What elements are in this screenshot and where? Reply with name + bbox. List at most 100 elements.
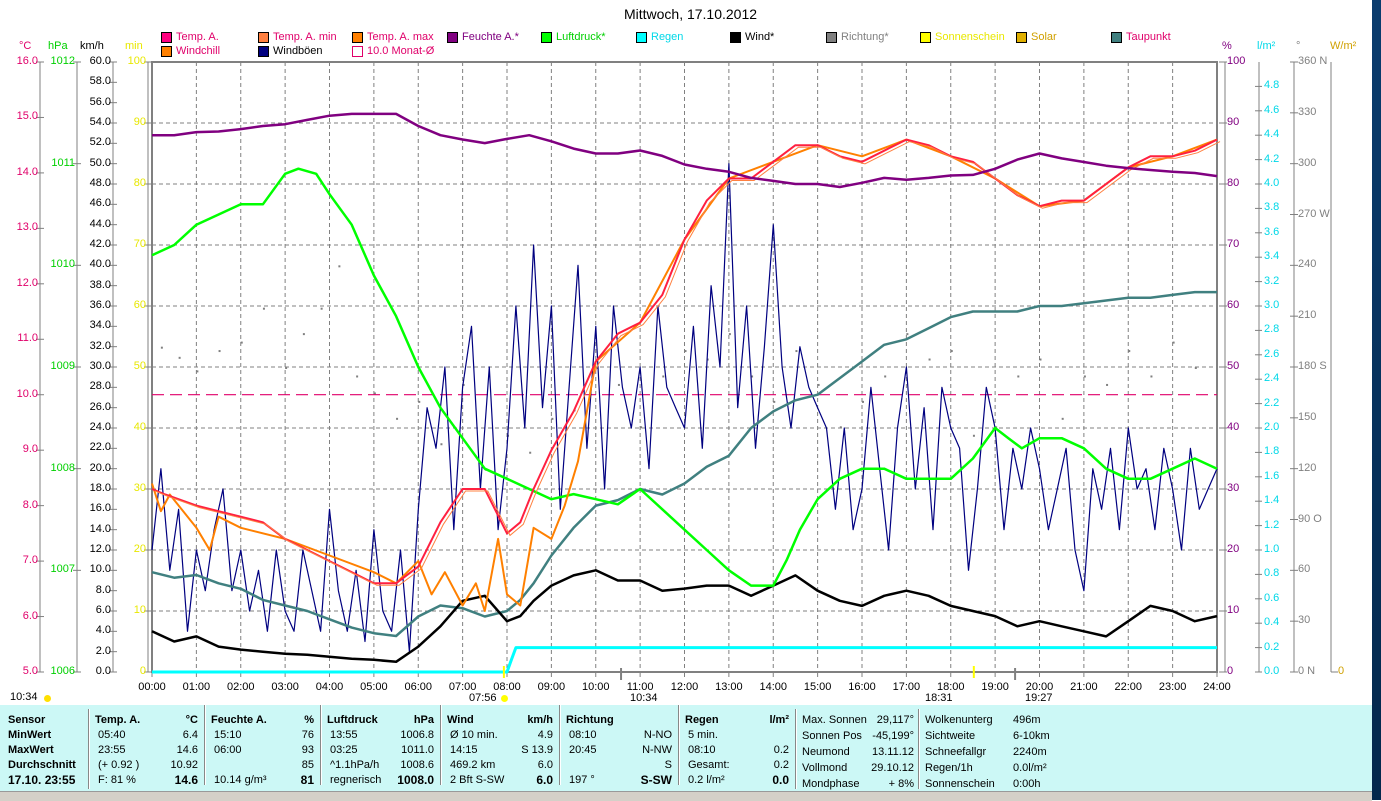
wind-tick: 6.0 — [95, 604, 111, 616]
wind-tick: 10.0 — [89, 563, 111, 576]
pressure-column: Luftdruck hPa 13:55 1006.8 03:25 1011.0 ^1.1hP… — [321, 709, 440, 791]
cell-value: 1008.0 — [397, 773, 434, 787]
info-label: Sichtweite — [925, 730, 976, 742]
wind-tick: 52.0 — [89, 136, 111, 149]
pct-tick: 0 — [1227, 665, 1234, 677]
temp-tick: 15.0 — [16, 110, 38, 123]
direction-point — [662, 375, 665, 378]
deg-tick: 90 O — [1298, 512, 1322, 525]
wind-tick: 54.0 — [89, 116, 111, 128]
x-tick-label: 24:00 — [1203, 681, 1231, 693]
cell-value: 6.0 — [537, 759, 553, 771]
rain-tick: 3.6 — [1264, 225, 1280, 238]
row-label: Sensor — [8, 714, 46, 726]
legend-label: Wind* — [745, 31, 775, 43]
direction-point — [285, 367, 288, 369]
legend-swatch — [447, 31, 458, 43]
row-labels-column: Sensor MinWert MaxWert Durchschnitt 17.1… — [0, 709, 88, 791]
info-value: 6-10km — [1013, 730, 1050, 742]
min-tick: 80 — [133, 177, 146, 189]
humidity-column: Feuchte A.% 15:10 76 06:00 93 85 10.14 g/m³ 81 — [205, 709, 320, 791]
misc-row: Sichtweite 6-10km — [919, 729, 1059, 744]
info-value: 0:00h — [1013, 778, 1041, 790]
astro-row: Vollmond 29.10.12 — [796, 761, 918, 776]
wind-tick: 30.0 — [89, 360, 111, 372]
x-tick-label: 22:00 — [1114, 681, 1143, 693]
legend-item: 10.0 Monat-Ø — [352, 45, 434, 57]
x-tick-label: 03:00 — [271, 681, 299, 693]
x-tick-label: 01:00 — [182, 681, 211, 693]
astro-row: Sonnen Pos -45,199° — [796, 729, 918, 744]
pressure-tick: 1010 — [50, 258, 75, 271]
info-value: 29,117° — [876, 714, 914, 726]
temp-tick: 12.0 — [16, 276, 38, 289]
direction-point — [617, 383, 620, 386]
deg-tick: 150 — [1298, 410, 1317, 423]
solar-tick: 0 — [1338, 665, 1345, 677]
temp-tick: 7.0 — [22, 554, 38, 567]
rain-tick: 4.8 — [1264, 79, 1280, 92]
info-label: Wolkenunterg — [925, 714, 993, 726]
x-tick-label: 17:00 — [892, 681, 921, 693]
direction-point — [1106, 383, 1109, 386]
cell-value: S 13.9 — [521, 744, 553, 756]
x-tick-label: 16:00 — [848, 681, 876, 693]
direction-point — [839, 426, 842, 429]
x-tick-label: 06:00 — [404, 681, 433, 693]
wind-tick: 44.0 — [89, 217, 111, 230]
legend-item: Solar — [1016, 31, 1057, 43]
direction-point — [728, 333, 731, 336]
legend-label: Regen — [651, 31, 684, 43]
wind-tick: 36.0 — [89, 299, 111, 311]
direction-point — [1172, 341, 1175, 344]
column-unit: hPa — [413, 714, 434, 726]
left-time: 10:34 — [10, 691, 38, 703]
legend-swatch — [1111, 31, 1122, 43]
x-tick-label: 18:00 — [936, 681, 965, 693]
info-value: -45,199° — [872, 730, 914, 742]
legend-item: Windböen — [258, 45, 323, 57]
cell-time: Gesamt: — [688, 759, 730, 771]
x-tick-label: 04:00 — [315, 681, 344, 693]
rain-tick: 2.6 — [1264, 347, 1280, 360]
legend-label: 10.0 Monat-Ø — [367, 45, 435, 57]
left-icon — [44, 695, 51, 702]
cell-value: 1006.8 — [400, 729, 434, 741]
rain-tick: 4.6 — [1264, 103, 1280, 116]
status-bar — [0, 791, 1372, 801]
temp-tick: 10.0 — [16, 387, 38, 400]
cell-value: 14.6 — [176, 744, 198, 756]
wind-tick: 20.0 — [89, 461, 111, 474]
cell-value: 4.9 — [537, 729, 553, 741]
cell-time: 06:00 — [214, 744, 242, 756]
unit-min: min — [125, 40, 143, 52]
pct-tick: 20 — [1227, 543, 1240, 555]
min-tick: 50 — [133, 360, 146, 372]
legend-swatch — [258, 31, 269, 43]
cell-time: Ø 10 min. — [450, 729, 498, 741]
moonset-time: 19:27 — [1025, 692, 1053, 704]
legend-swatch — [730, 31, 741, 43]
column-header: Regen — [685, 714, 719, 726]
direction-point — [773, 400, 776, 403]
cell-value: 6.0 — [536, 773, 553, 787]
direction-point — [396, 417, 399, 420]
unit-rain: l/m² — [1257, 40, 1276, 52]
wind-tick: 42.0 — [89, 238, 111, 250]
deg-tick: 300 — [1298, 156, 1317, 169]
legend-item: Regen — [636, 31, 683, 43]
direction-point — [640, 426, 643, 429]
wind-tick: 16.0 — [89, 502, 111, 515]
info-value: 496m — [1013, 714, 1041, 726]
temp-tick: 14.0 — [16, 165, 38, 178]
min-tick: 20 — [133, 543, 146, 555]
info-label: Vollmond — [802, 762, 848, 774]
direction-point — [240, 341, 243, 344]
direction-point — [440, 443, 443, 446]
x-tick-label: 08:00 — [493, 681, 521, 693]
pct-tick: 30 — [1227, 482, 1240, 494]
rain-tick: 1.6 — [1264, 469, 1280, 482]
cell-value: S-SW — [640, 773, 672, 787]
wind-tick: 26.0 — [89, 400, 111, 413]
info-label: Neumond — [802, 746, 850, 758]
